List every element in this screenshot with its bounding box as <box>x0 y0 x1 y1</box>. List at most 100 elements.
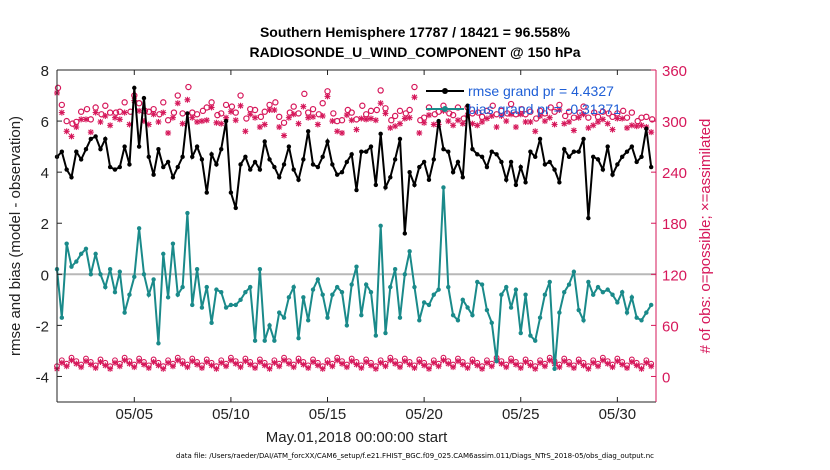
rmse-point <box>431 157 436 162</box>
assimilated-obs-stroke <box>489 113 495 119</box>
assimilated-obs-marker <box>541 118 548 125</box>
possible-obs-marker <box>319 99 326 107</box>
bias-point <box>83 246 89 251</box>
assimilated-obs-marker-low <box>334 357 341 364</box>
bias-point <box>214 287 219 292</box>
possible-obs-marker <box>243 115 250 122</box>
assimilated-obs-marker-low <box>285 360 292 367</box>
assimilated-obs-marker <box>624 124 631 131</box>
assimilated-obs-marker <box>314 121 321 128</box>
rmse-point <box>59 149 65 154</box>
assimilated-obs-stroke <box>638 366 645 372</box>
assimilated-obs-stroke <box>170 363 176 369</box>
assimilated-obs-stroke <box>179 120 186 127</box>
assimilated-obs-stroke <box>580 362 587 369</box>
assimilated-obs-stroke <box>426 112 432 118</box>
rmse-point <box>277 175 282 180</box>
assimilated-obs-stroke <box>624 125 630 131</box>
bias-point <box>518 330 523 336</box>
possible-obs-marker <box>185 83 192 91</box>
rmse-point <box>383 185 388 190</box>
rmse-point <box>518 164 523 170</box>
rmse-point <box>272 164 277 170</box>
assimilated-obs-marker-low <box>508 358 515 365</box>
assimilated-obs-marker <box>87 129 94 136</box>
assimilated-obs-stroke <box>179 361 186 367</box>
assimilated-obs-stroke <box>431 121 437 128</box>
assimilated-obs-marker <box>590 122 597 129</box>
assimilated-obs-marker <box>512 124 519 131</box>
possible-obs-marker <box>391 112 399 120</box>
bias-point <box>426 302 432 308</box>
bias-point <box>243 289 248 295</box>
assimilated-obs-marker-low <box>63 363 70 370</box>
assimilated-obs-marker <box>488 112 495 119</box>
bias-point <box>634 315 639 320</box>
assimilated-obs-stroke <box>619 115 625 122</box>
assimilated-obs-marker <box>310 113 317 120</box>
bias-point <box>619 289 625 295</box>
possible-obs-marker <box>628 109 636 116</box>
assimilated-obs-marker <box>174 100 181 107</box>
bias-point <box>513 287 519 292</box>
assimilated-obs-stroke <box>368 362 374 369</box>
assimilated-obs-marker-low <box>271 359 278 366</box>
possible-obs-marker <box>634 117 641 125</box>
bias-point <box>185 210 190 216</box>
assimilated-obs-stroke <box>228 357 234 363</box>
rmse-point <box>610 172 615 177</box>
possible-obs-marker <box>228 103 236 110</box>
assimilated-obs-stroke <box>281 357 287 363</box>
assimilated-obs-marker-low <box>406 361 413 368</box>
possible-obs-marker <box>280 119 288 126</box>
rmse-point <box>146 154 151 160</box>
assimilated-obs-stroke <box>363 359 369 365</box>
assimilated-obs-marker <box>396 120 403 127</box>
assimilated-obs-stroke <box>353 126 360 133</box>
assimilated-obs-stroke <box>648 129 654 135</box>
bias-point <box>204 284 209 290</box>
y-axis-label-right: # of obs: o=possible; ×=assimilated <box>697 119 714 354</box>
assimilated-obs-marker-low <box>78 364 85 371</box>
assimilated-obs-stroke <box>252 114 258 121</box>
legend-label-bias: bias grand pr = -0.31371 <box>468 101 621 117</box>
possible-obs-marker <box>251 106 259 114</box>
x-tick-label: 05/10 <box>212 406 250 423</box>
assimilated-obs-marker <box>363 116 370 123</box>
assimilated-obs-stroke <box>508 358 514 364</box>
assimilated-obs-marker-low <box>416 358 423 365</box>
assimilated-obs-stroke <box>561 120 567 127</box>
bias-point <box>595 284 601 290</box>
assimilated-obs-marker-low <box>295 358 302 365</box>
assimilated-obs-stroke <box>537 360 543 366</box>
assimilated-obs-marker <box>63 128 70 135</box>
chart-canvas: 8 6 4 2 0 -2 -4 360 300 240 180 120 60 0 05/05 05/10 05/… <box>7 63 714 446</box>
rmse-point <box>639 154 644 160</box>
possible-obs-marker <box>599 108 607 115</box>
assimilated-obs-marker-low <box>194 361 201 368</box>
rmse-point <box>624 149 630 154</box>
bias-point <box>69 264 74 269</box>
assimilated-obs-stroke <box>319 366 326 372</box>
bias-point <box>78 251 84 257</box>
rmse-point <box>88 136 94 142</box>
assimilated-obs-stroke <box>542 363 548 369</box>
assimilated-obs-stroke <box>59 109 65 116</box>
bias-point <box>175 292 180 297</box>
bias-point <box>305 318 311 323</box>
assimilated-obs-marker-low <box>247 361 254 368</box>
assimilated-obs-marker-low <box>624 364 631 371</box>
bias-point <box>615 300 620 305</box>
assimilated-obs-stroke <box>136 108 142 114</box>
rmse-point <box>426 177 432 183</box>
assimilated-obs-marker-low <box>276 363 283 370</box>
assimilated-obs-marker <box>570 127 577 134</box>
assimilated-obs-stroke <box>387 357 394 363</box>
possible-obs-marker <box>522 111 529 118</box>
assimilated-obs-marker <box>450 122 457 129</box>
assimilated-obs-stroke <box>233 117 239 123</box>
assimilated-obs-stroke <box>155 362 162 369</box>
assimilated-obs-stroke <box>450 364 456 370</box>
legend-marker-rmse <box>442 88 448 94</box>
assimilated-obs-stroke <box>609 126 616 133</box>
